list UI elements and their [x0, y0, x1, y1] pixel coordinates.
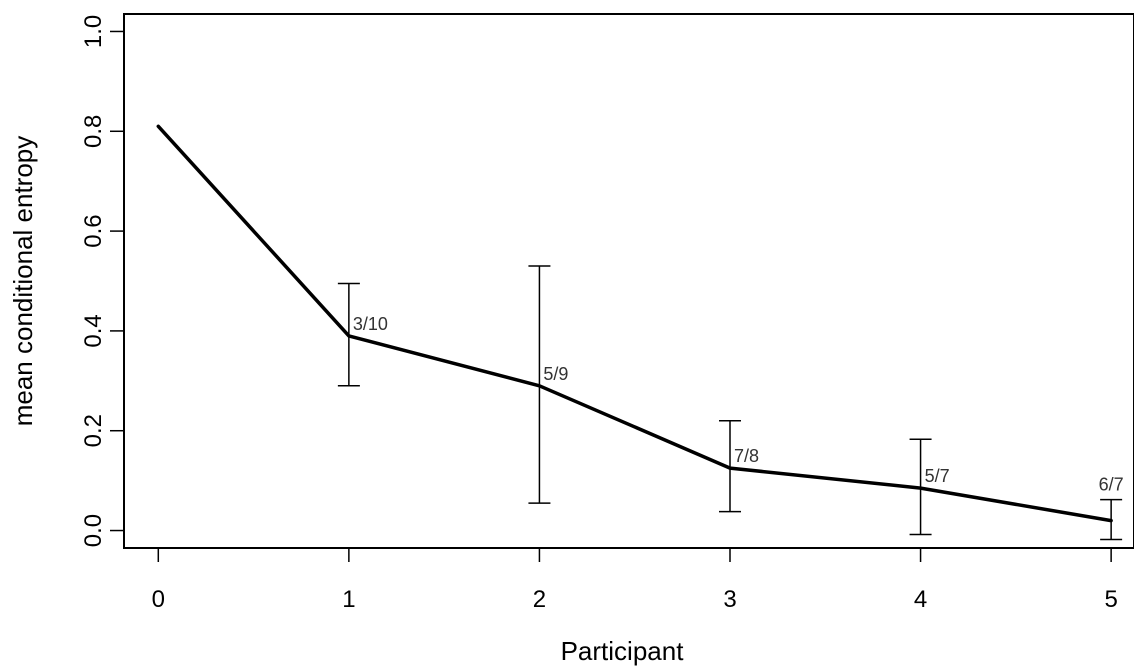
- x-tick-label: 5: [1104, 586, 1117, 613]
- error-bars: [337, 265, 1123, 541]
- x-tick-label: 3: [723, 586, 736, 613]
- x-axis-label: Participant: [561, 636, 685, 666]
- series-line: [156, 124, 1113, 523]
- data-label: 7/8: [734, 446, 759, 466]
- y-axis: 0.0 0.2 0.4 0.6 0.8 1.0: [80, 15, 124, 547]
- data-label: 5/7: [925, 466, 950, 486]
- y-tick-label: 0.6: [80, 214, 107, 247]
- y-tick-label: 0.4: [80, 314, 107, 347]
- data-label: 6/7: [1099, 475, 1124, 495]
- x-axis: 0 1 2 3 4 5: [152, 548, 1118, 613]
- data-label: 3/10: [353, 314, 388, 334]
- plot-frame: [123, 13, 1134, 549]
- x-tick-label: 4: [914, 586, 927, 613]
- y-tick-label: 0.8: [80, 115, 107, 148]
- data-labels: 3/10 5/9 7/8 5/7 6/7: [353, 314, 1124, 495]
- y-tick-label: 0.2: [80, 414, 107, 447]
- x-tick-label: 2: [533, 586, 546, 613]
- x-tick-label: 0: [152, 586, 165, 613]
- y-tick-label: 0.0: [80, 514, 107, 547]
- data-label: 5/9: [543, 364, 568, 384]
- y-tick-label: 1.0: [80, 15, 107, 48]
- error-bar: [719, 419, 741, 513]
- x-tick-label: 1: [342, 586, 355, 613]
- y-axis-label: mean conditional entropy: [8, 136, 38, 427]
